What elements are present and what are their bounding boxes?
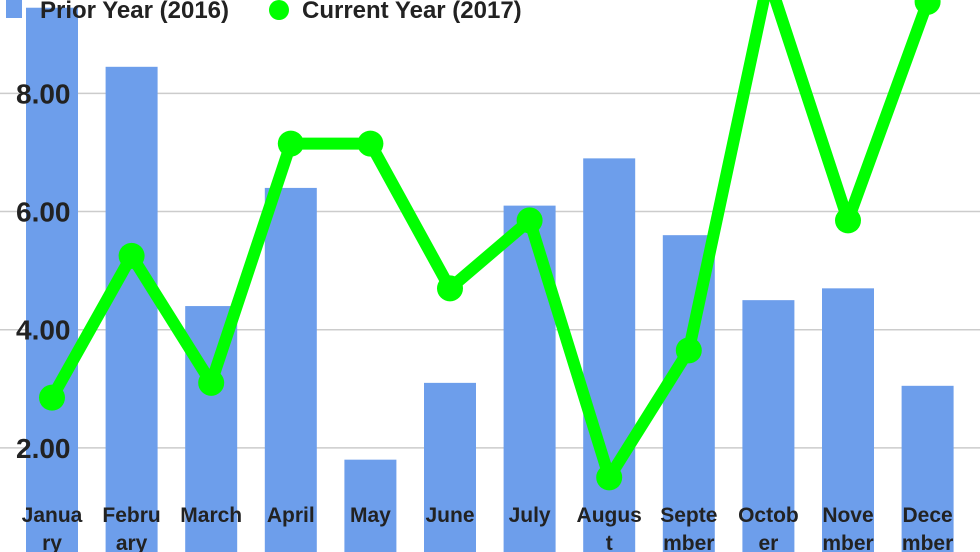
bar-august — [583, 158, 636, 552]
legend-marker-current-year — [269, 0, 289, 20]
x-tick-label-december: Dece mber — [902, 504, 953, 552]
y-tick-label-6.00: 6.00 — [16, 197, 71, 228]
legend-swatch-prior-year — [6, 0, 22, 18]
x-tick-label-january: Janua ry — [22, 504, 83, 552]
x-tick-label-september: Septe mber — [660, 504, 717, 552]
point-september — [675, 337, 702, 364]
bar-january — [26, 7, 78, 552]
point-december — [914, 0, 941, 15]
gridlines — [0, 92, 980, 449]
y-axis-tick-labels: 2.00 4.00 6.00 8.00 — [16, 78, 71, 463]
x-tick-label-may: May — [350, 504, 391, 527]
bar-october — [742, 300, 795, 552]
bar-december — [901, 385, 954, 552]
point-may — [357, 130, 384, 157]
point-june — [437, 275, 463, 302]
x-tick-label-june: June — [425, 504, 474, 527]
point-april — [277, 130, 304, 157]
bar-february — [105, 66, 158, 552]
point-february — [118, 242, 145, 269]
point-november — [835, 207, 861, 234]
x-axis-category-labels: Janua ry Febru ary March April May June July Augu… — [22, 504, 954, 552]
bar-november — [822, 288, 874, 552]
x-tick-label-october: Octob er — [738, 504, 799, 552]
legend-label-prior-year: Prior Year (2016) — [40, 0, 229, 24]
point-january — [39, 384, 65, 411]
y-tick-label-8.00: 8.00 — [16, 78, 71, 109]
bar-may — [344, 459, 397, 552]
x-tick-label-march: March — [180, 504, 242, 527]
x-tick-label-november: Nove mber — [822, 504, 873, 552]
x-tick-label-april: April — [267, 504, 315, 527]
y-tick-label-2.00: 2.00 — [16, 433, 71, 464]
legend: Prior Year (2016) Current Year (2017) — [6, 0, 522, 24]
x-tick-label-july: July — [509, 504, 551, 527]
line-series-current-year — [39, 0, 941, 491]
bar-july — [503, 205, 556, 552]
bar-april — [264, 187, 317, 552]
point-august — [596, 464, 623, 491]
legend-label-current-year: Current Year (2017) — [302, 0, 522, 24]
point-july — [516, 207, 543, 234]
x-tick-label-february: Febru ary — [102, 504, 160, 552]
bar-series-prior-year — [26, 7, 954, 552]
x-tick-label-august: Augus t — [577, 504, 642, 552]
line-path-current-year — [46, 0, 934, 484]
y-tick-label-4.00: 4.00 — [16, 315, 71, 346]
bar-june — [424, 382, 476, 552]
point-march — [198, 369, 225, 396]
